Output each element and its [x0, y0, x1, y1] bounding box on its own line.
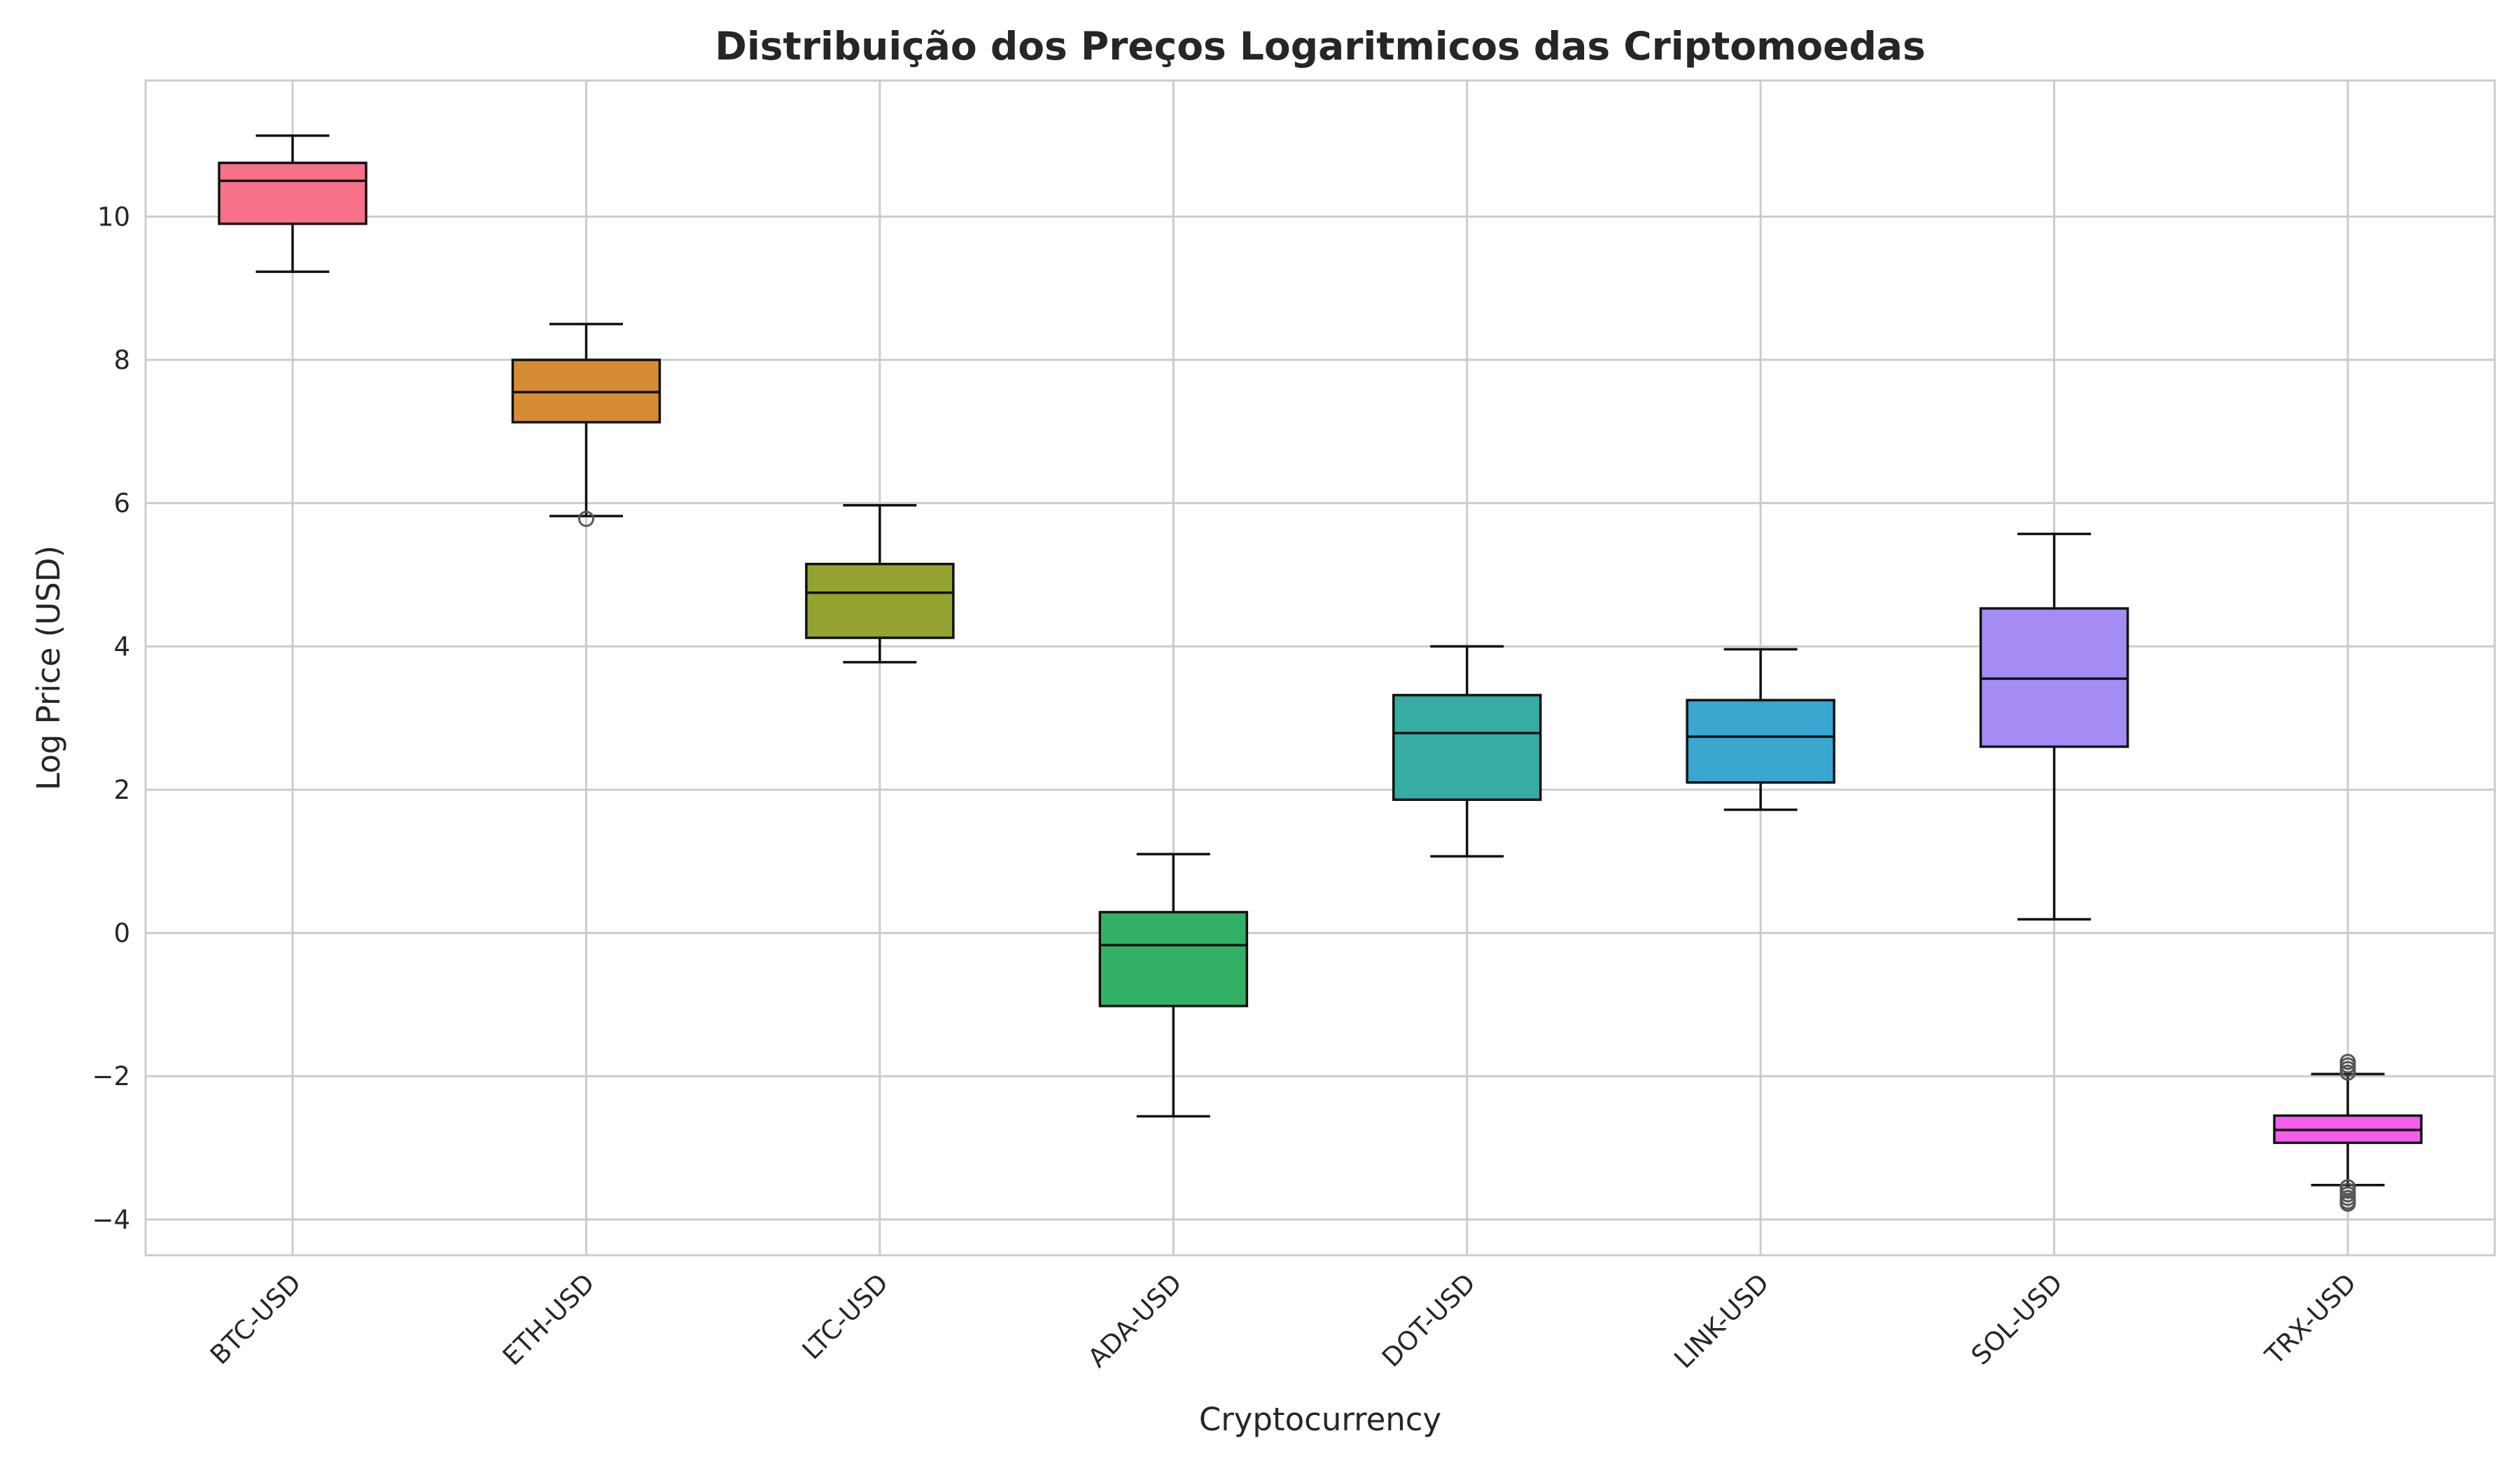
- x-tick-label: BTC-USD: [204, 1268, 307, 1370]
- y-tick-label: 2: [113, 775, 130, 805]
- box-iqr: [1098, 911, 1249, 1007]
- box-iqr: [805, 562, 955, 639]
- outlier-point: [2339, 1195, 2356, 1212]
- grid-layer: [146, 81, 2495, 1255]
- box-ada-usd: [1098, 853, 1249, 1118]
- y-tick-label: 8: [113, 345, 130, 375]
- y-tick-label: 6: [113, 489, 130, 519]
- box-dot-usd: [1392, 645, 1542, 858]
- x-ticks: BTC-USD ETH-USD LTC-USD ADA-USD DOT-USD LINK-…: [204, 1268, 2362, 1374]
- x-tick-label: LINK-USD: [1668, 1268, 1774, 1374]
- outlier-point: [2339, 1064, 2356, 1081]
- x-tick-label: DOT-USD: [1376, 1268, 1481, 1373]
- box-link-usd: [1686, 648, 1835, 811]
- box-trx-usd: [2273, 1054, 2423, 1212]
- box-sol-usd: [1979, 532, 2129, 921]
- y-axis-label: Log Price (USD): [30, 545, 67, 790]
- y-tick-label: 10: [97, 202, 130, 232]
- x-tick-label: ADA-USD: [1082, 1268, 1188, 1374]
- chart-title: Distribuição dos Preços Logaritmicos das…: [715, 24, 1925, 69]
- x-axis-label: Cryptocurrency: [1199, 1401, 1441, 1438]
- y-tick-label: −2: [92, 1061, 130, 1091]
- box-iqr: [1686, 699, 1835, 784]
- box-ltc-usd: [805, 503, 955, 664]
- outlier-point: [578, 510, 594, 527]
- boxes-layer: [218, 134, 2423, 1212]
- x-tick-label: TRX-USD: [2259, 1268, 2362, 1371]
- plot-frame: [144, 79, 2496, 1257]
- x-tick-label: LTC-USD: [797, 1268, 894, 1365]
- y-tick-label: −4: [92, 1205, 130, 1235]
- box-iqr: [218, 161, 368, 225]
- box-btc-usd: [218, 134, 368, 273]
- y-tick-label: 4: [113, 631, 130, 662]
- y-ticks: −4 −2 0 2 4 6 8 10: [92, 202, 130, 1234]
- x-tick-label: ETH-USD: [497, 1268, 601, 1371]
- x-tick-label: SOL-USD: [1966, 1268, 2068, 1371]
- box-iqr: [1392, 694, 1542, 802]
- box-eth-usd: [511, 323, 662, 527]
- y-tick-label: 0: [113, 919, 130, 949]
